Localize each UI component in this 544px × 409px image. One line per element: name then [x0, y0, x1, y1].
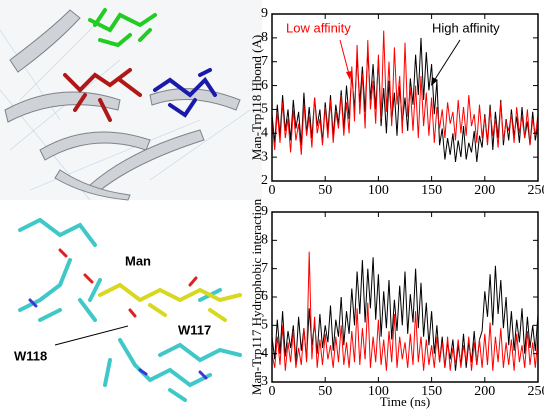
figure: Man W117 W118 23456789050100150200250Man…	[0, 0, 544, 409]
y-tick-label: 9	[261, 6, 268, 21]
label-pointer	[55, 326, 128, 345]
x-tick-label: 150	[421, 183, 442, 198]
x-tick-label: 50	[318, 183, 332, 198]
x-tick-label: 250	[528, 384, 544, 399]
y-axis-label: Man-Trp118 Hbond (A)	[249, 35, 264, 160]
x-tick-label: 200	[474, 384, 495, 399]
structure-label: W118	[14, 348, 47, 363]
x-tick-label: 0	[269, 384, 276, 399]
series-label: High affinity	[432, 20, 500, 35]
x-tick-label: 100	[368, 183, 389, 198]
protein-render	[0, 0, 262, 200]
y-axis-label: Man-Trp117 Hydrophobic interaction	[249, 198, 264, 395]
structure-label: W117	[178, 322, 211, 337]
annotation-arrow	[432, 40, 460, 84]
series-label: Low affinity	[286, 20, 351, 35]
x-tick-label: 250	[528, 183, 544, 198]
ligand-render	[20, 220, 240, 400]
x-axis-label: Time (ns)	[380, 394, 430, 409]
x-tick-label: 0	[269, 183, 276, 198]
x-tick-label: 50	[318, 384, 332, 399]
y-tick-label: 2	[261, 173, 268, 188]
structure-label: Man	[125, 253, 151, 268]
x-tick-label: 200	[474, 183, 495, 198]
